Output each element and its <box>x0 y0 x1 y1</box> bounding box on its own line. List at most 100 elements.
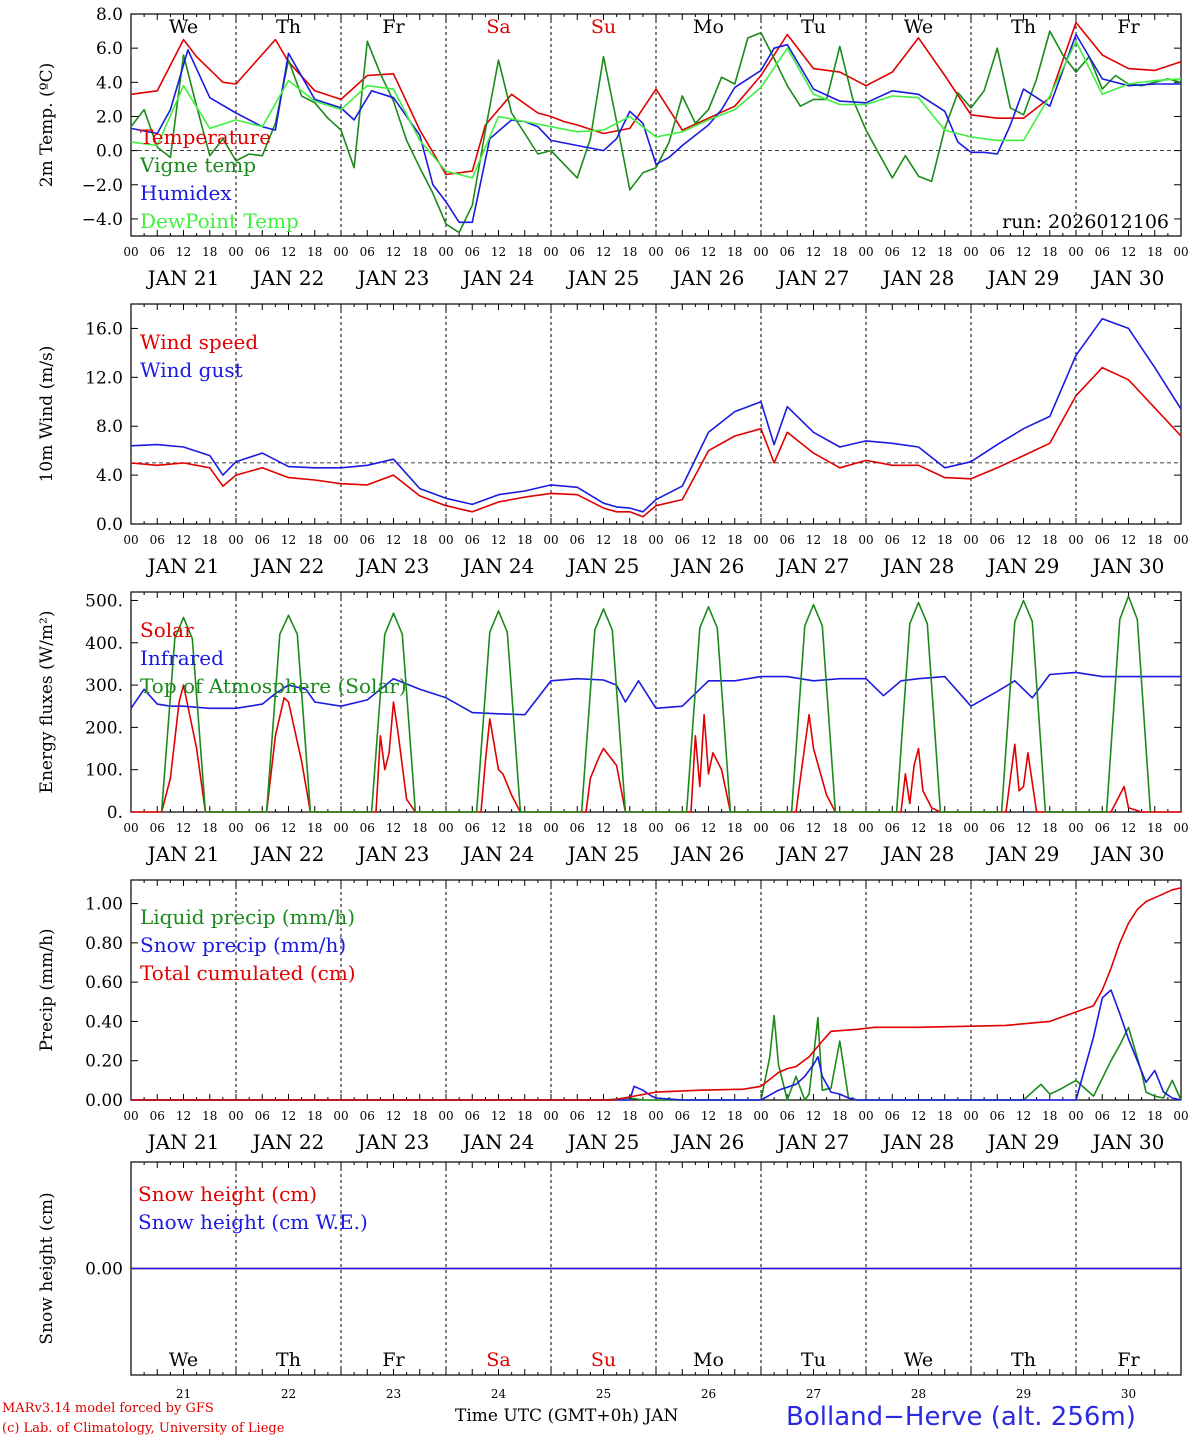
date-label: JAN 25 <box>566 554 640 578</box>
hour-tick-label: 06 <box>885 1109 900 1123</box>
hour-tick-label: 06 <box>150 821 165 835</box>
hour-tick-label: 06 <box>780 1109 795 1123</box>
hour-tick-label: 00 <box>123 533 138 547</box>
y-tick-label: 16.0 <box>85 319 123 339</box>
date-label: JAN 28 <box>881 266 955 290</box>
hour-tick-label: 12 <box>1121 821 1136 835</box>
hour-tick-label: 00 <box>228 821 243 835</box>
hour-tick-label: 06 <box>780 533 795 547</box>
hour-tick-label: 06 <box>675 821 690 835</box>
date-label: JAN 28 <box>881 842 955 866</box>
hour-tick-label: 12 <box>806 245 821 259</box>
hour-tick-label: 12 <box>386 245 401 259</box>
hour-tick-label: 00 <box>333 245 348 259</box>
hour-tick-label: 06 <box>150 533 165 547</box>
weekday-label: Su <box>591 16 616 38</box>
hour-tick-label: 06 <box>990 821 1005 835</box>
hour-tick-label: 12 <box>596 245 611 259</box>
hour-tick-label: 06 <box>780 245 795 259</box>
date-label: JAN 25 <box>566 266 640 290</box>
run-annotation: run: 2026012106 <box>1002 211 1169 233</box>
weekday-label: We <box>169 1349 198 1371</box>
date-label: JAN 25 <box>566 1130 640 1154</box>
y-axis-title: Energy fluxes (W/m²) <box>37 611 57 794</box>
hour-tick-label: 00 <box>123 245 138 259</box>
hour-tick-label: 00 <box>858 245 873 259</box>
hour-tick-label: 00 <box>543 533 558 547</box>
y-tick-label: 0.00 <box>85 1091 123 1111</box>
date-label: JAN 24 <box>461 266 535 290</box>
hour-tick-label: 12 <box>701 1109 716 1123</box>
hour-tick-label: 18 <box>202 533 217 547</box>
hour-tick-label: 00 <box>753 821 768 835</box>
hour-tick-label: 00 <box>1068 245 1083 259</box>
hour-tick-label: 18 <box>1147 1109 1162 1123</box>
hour-tick-label: 00 <box>1173 821 1188 835</box>
y-tick-label: 0.60 <box>85 973 123 993</box>
hour-tick-label: 18 <box>622 533 637 547</box>
hour-tick-label: 18 <box>937 245 952 259</box>
hour-tick-label: 18 <box>307 245 322 259</box>
hour-tick-label: 06 <box>990 533 1005 547</box>
hour-tick-label: 18 <box>1147 821 1162 835</box>
hour-tick-label: 12 <box>1016 821 1031 835</box>
hour-tick-label: 18 <box>727 1109 742 1123</box>
date-label: JAN 29 <box>986 1130 1060 1154</box>
hour-tick-label: 06 <box>990 1109 1005 1123</box>
hour-tick-label: 00 <box>1068 533 1083 547</box>
hour-tick-label: 12 <box>1121 533 1136 547</box>
y-tick-label: 0.0 <box>96 515 123 535</box>
hour-tick-label: 00 <box>858 1109 873 1123</box>
date-label: JAN 24 <box>461 1130 535 1154</box>
hour-tick-label: 06 <box>255 245 270 259</box>
date-label: JAN 21 <box>146 266 220 290</box>
hour-tick-label: 06 <box>570 821 585 835</box>
weekday-label: Fr <box>1117 1349 1140 1371</box>
hour-tick-label: 12 <box>176 821 191 835</box>
hour-tick-label: 12 <box>1016 533 1031 547</box>
y-tick-label: 400. <box>85 634 123 654</box>
hour-tick-label: 06 <box>360 533 375 547</box>
hour-tick-label: 06 <box>570 245 585 259</box>
hour-tick-label: 06 <box>1095 533 1110 547</box>
hour-tick-label: 12 <box>701 245 716 259</box>
date-label: JAN 29 <box>986 266 1060 290</box>
hour-tick-label: 18 <box>517 821 532 835</box>
hour-tick-label: 06 <box>465 245 480 259</box>
weekday-label: Th <box>276 16 301 38</box>
wind-series-blue-line <box>130 317 1182 513</box>
hour-tick-label: 06 <box>465 821 480 835</box>
hour-tick-label: 18 <box>517 1109 532 1123</box>
weekday-label: Tu <box>801 16 826 38</box>
hour-tick-label: 00 <box>753 245 768 259</box>
weekday-label: We <box>904 16 933 38</box>
hour-tick-label: 06 <box>360 821 375 835</box>
hour-tick-label: 06 <box>885 533 900 547</box>
y-tick-label: 500. <box>85 591 123 611</box>
wind-series-red-line <box>130 366 1182 518</box>
hour-tick-label: 00 <box>1068 821 1083 835</box>
hour-tick-label: 00 <box>333 821 348 835</box>
hour-tick-label: 06 <box>360 1109 375 1123</box>
hour-tick-label: 18 <box>412 1109 427 1123</box>
temperature-series-lime-line <box>130 40 1182 179</box>
hour-tick-label: 12 <box>596 533 611 547</box>
legend-label: Liquid precip (mm/h) <box>140 905 355 929</box>
hour-tick-label: 18 <box>937 1109 952 1123</box>
date-label: JAN 24 <box>461 842 535 866</box>
date-label: JAN 26 <box>671 266 745 290</box>
date-label: JAN 28 <box>881 554 955 578</box>
precip-panel: 0.00 0.20 0.40 0.60 0.80 1.00 Precip (mm/h) 00 0… <box>37 879 1189 1154</box>
date-label: JAN 29 <box>986 842 1060 866</box>
date-label: JAN 22 <box>251 1130 325 1154</box>
date-label: JAN 25 <box>566 842 640 866</box>
y-tick-label: 0. <box>107 803 123 823</box>
hour-tick-label: 18 <box>1042 821 1057 835</box>
hour-tick-label: 00 <box>648 821 663 835</box>
hour-tick-label: 18 <box>412 245 427 259</box>
date-label: JAN 26 <box>671 554 745 578</box>
temperature-series-green-line <box>130 30 1182 234</box>
hour-tick-label: 12 <box>911 245 926 259</box>
hour-tick-label: 18 <box>622 245 637 259</box>
hour-tick-label: 00 <box>1068 1109 1083 1123</box>
